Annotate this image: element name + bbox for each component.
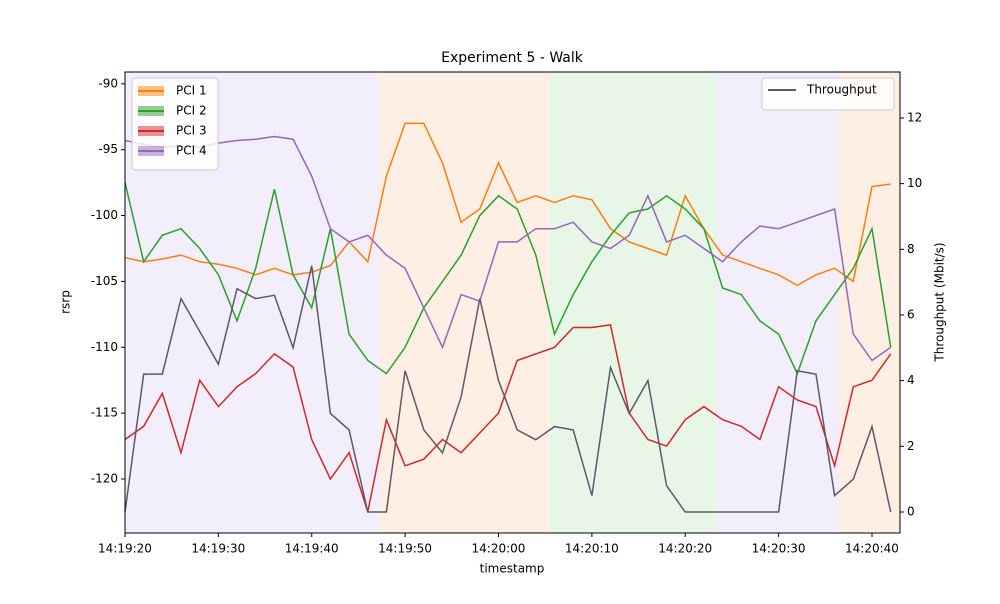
x-axis-label: timestamp	[480, 562, 545, 576]
x-tick-label: 14:19:30	[191, 542, 245, 556]
x-tick-label: 14:19:40	[285, 542, 339, 556]
region	[548, 72, 717, 533]
y2-tick-label: 2	[907, 439, 915, 453]
series-line	[124, 122, 891, 287]
series-line	[124, 324, 892, 513]
y-tick-label: -90	[98, 76, 118, 90]
x-tick-label: 14:20:40	[845, 542, 899, 556]
region	[716, 72, 840, 533]
legend-label: PCI 2	[176, 104, 207, 118]
region	[839, 72, 900, 533]
chart-title: Experiment 5 - Walk	[441, 50, 584, 66]
y2-tick-label: 10	[907, 176, 922, 190]
series-line	[124, 265, 892, 513]
y-tick-label: -120	[91, 471, 118, 485]
series-line	[124, 182, 892, 376]
x-tick-label: 14:20:30	[752, 542, 806, 556]
plot-frame	[124, 71, 901, 534]
legend-label: PCI 3	[176, 124, 207, 138]
region	[379, 72, 549, 533]
x-tick-label: 14:19:50	[378, 542, 432, 556]
legend-label: Throughput	[806, 83, 877, 97]
y-tick-label: -105	[91, 274, 118, 288]
y2-tick-label: 8	[907, 242, 915, 256]
y-tick-label: -110	[91, 340, 118, 354]
y2-tick-label: 12	[907, 110, 922, 124]
y-tick-label: -115	[91, 406, 118, 420]
y2-tick-label: 4	[907, 373, 915, 387]
y-tick-label: -100	[91, 208, 118, 222]
legend-label: PCI 1	[176, 84, 207, 98]
legend-box	[761, 77, 895, 111]
y2-axis-label: Throughput (Mbit/s)	[933, 242, 947, 362]
x-tick-label: 14:20:00	[472, 542, 526, 556]
y2-tick-label: 0	[907, 504, 915, 518]
x-tick-label: 14:20:20	[658, 542, 712, 556]
y-axis-label: rsrp	[59, 290, 73, 314]
y2-tick-label: 6	[907, 307, 915, 321]
y-tick-label: -95	[98, 142, 118, 156]
legend-label: PCI 4	[176, 144, 207, 158]
x-tick-label: 14:19:20	[98, 542, 152, 556]
x-tick-label: 14:20:10	[565, 542, 619, 556]
series-line	[124, 135, 892, 362]
